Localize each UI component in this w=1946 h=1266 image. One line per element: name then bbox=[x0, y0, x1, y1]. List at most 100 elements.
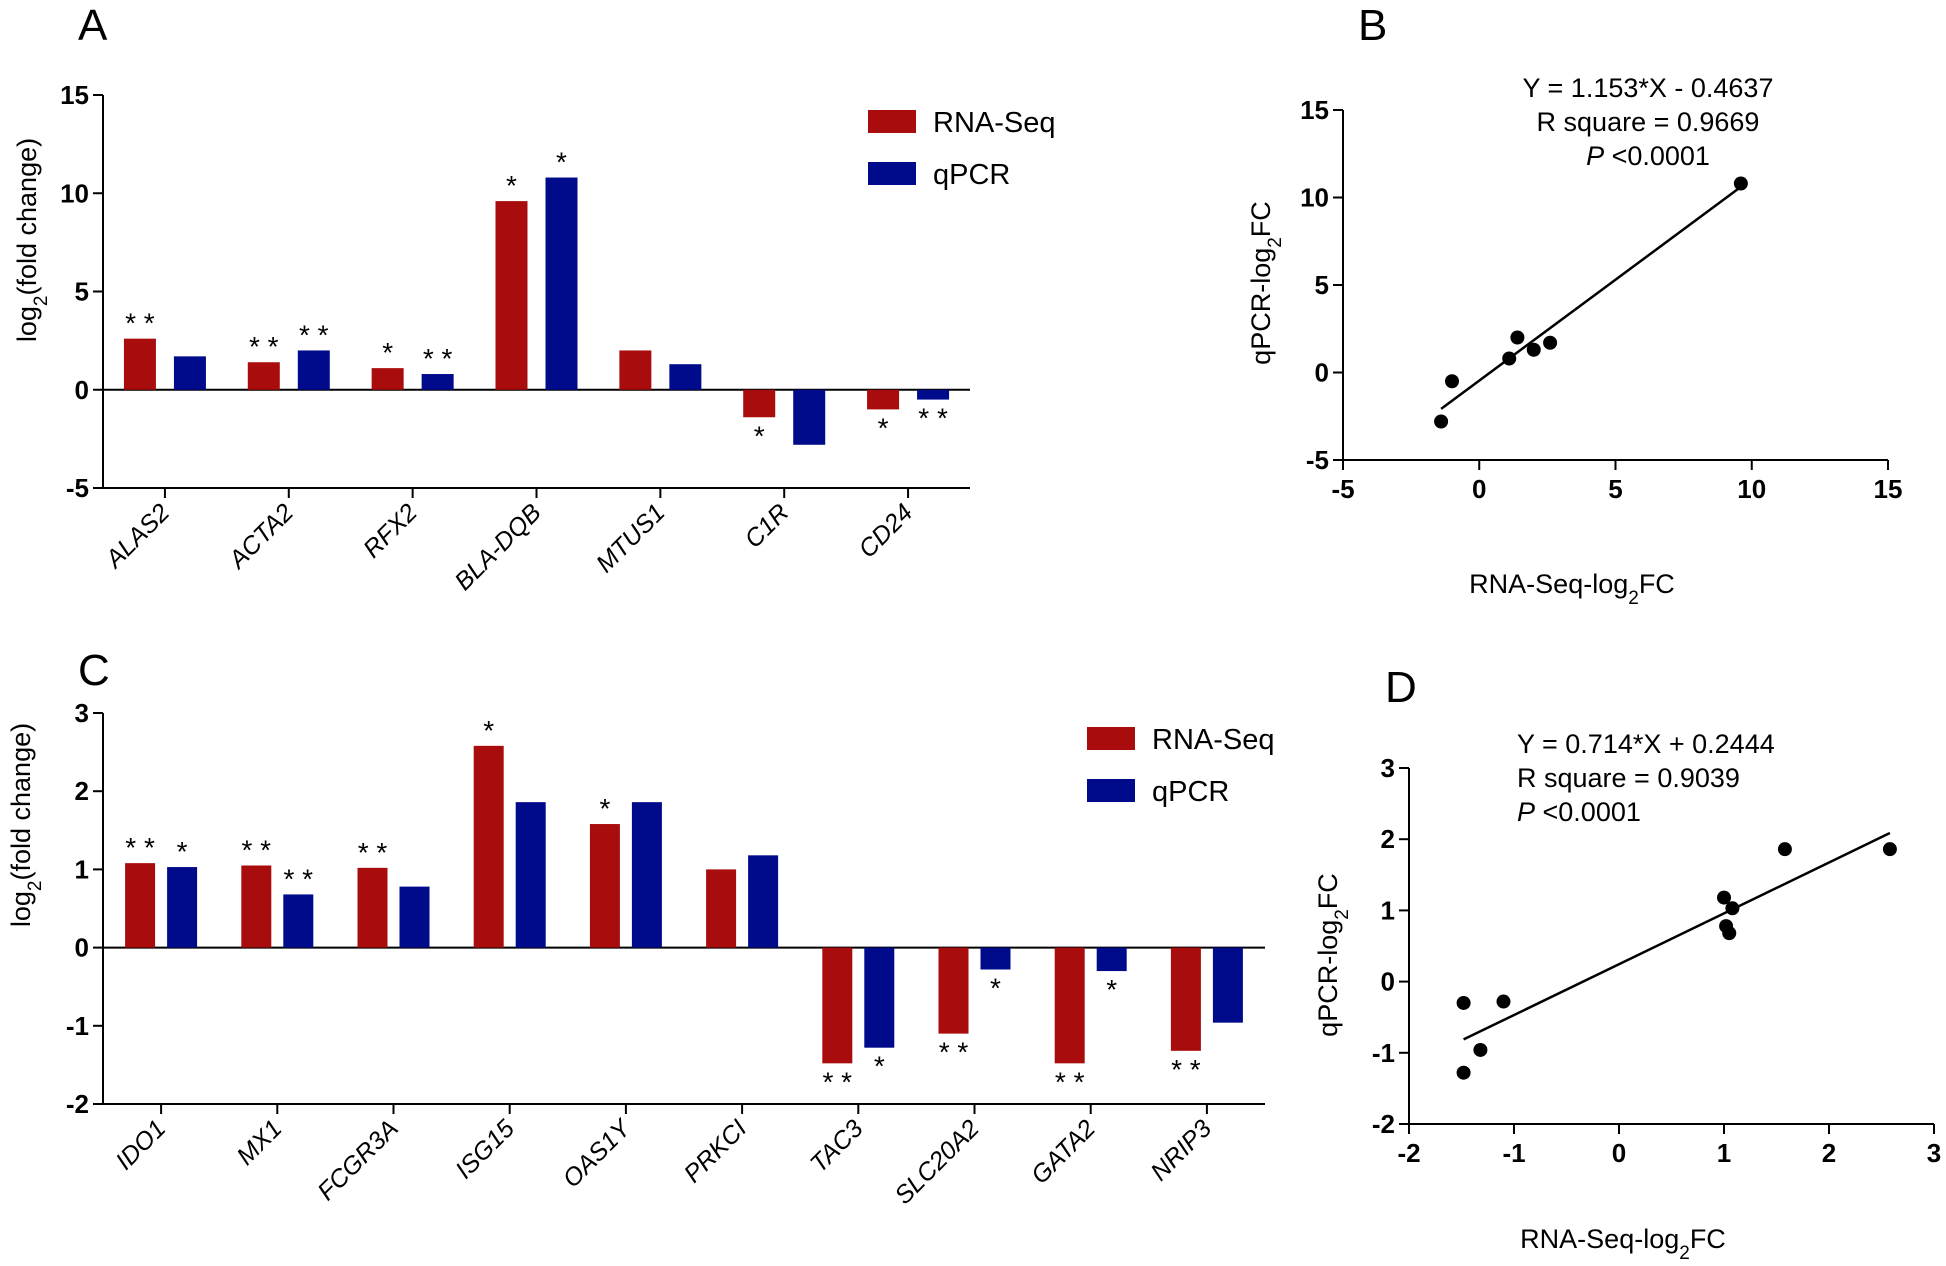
bar-rna-seq-cd24 bbox=[867, 389, 900, 410]
significance-rna-seq-nrip3: * * bbox=[1171, 1054, 1201, 1085]
scatter-point-4 bbox=[1510, 330, 1525, 345]
x-tick-label: -1 bbox=[1502, 1138, 1525, 1168]
x-tick-label: 10 bbox=[1737, 474, 1766, 504]
scatter-point-10 bbox=[1882, 842, 1897, 857]
significance-qpcr-acta2: * * bbox=[299, 319, 329, 350]
y-tick-label: 5 bbox=[1315, 270, 1329, 300]
legend-swatch-rna-seq bbox=[1087, 727, 1135, 750]
panel-a-legend: RNA-Seq qPCR bbox=[868, 107, 1056, 191]
y-tick-label: 0 bbox=[75, 375, 89, 405]
x-tick-label: 3 bbox=[1927, 1138, 1941, 1168]
bar-qpcr-mtus1 bbox=[669, 364, 702, 390]
bar-qpcr-acta2 bbox=[297, 350, 330, 390]
bar-rna-seq-c1r bbox=[743, 389, 776, 418]
bar-rna-seq-mx1 bbox=[241, 865, 272, 948]
bar-rna-seq-alas2 bbox=[123, 338, 156, 390]
panel-c-ylabel: log2(fold change) bbox=[6, 723, 46, 927]
significance-qpcr-gata2: * bbox=[1106, 974, 1117, 1005]
scatter-point-7 bbox=[1722, 926, 1737, 941]
x-tick-label: 1 bbox=[1717, 1138, 1731, 1168]
panel-b: B -5 0 5 10 15 -5 0 5 10 15 Y = 1.153*X - 0.4637 … bbox=[1246, 1, 1902, 609]
panel-a-ylabel: log2(fold change) bbox=[12, 138, 52, 342]
significance-rna-seq-gata2: * * bbox=[1055, 1066, 1085, 1097]
bar-qpcr-slc20a2 bbox=[980, 947, 1011, 970]
panel-b-letter: B bbox=[1358, 1, 1387, 50]
bar-qpcr-bla-dqb bbox=[545, 177, 578, 390]
x-tick-label-bla-dqb: BLA-DQB bbox=[449, 498, 546, 595]
scatter-point-5 bbox=[1526, 342, 1541, 357]
legend-label-qpcr: qPCR bbox=[933, 159, 1010, 191]
x-tick-label-fcgr3a: FCGR3A bbox=[312, 1114, 404, 1206]
bar-qpcr-ido1 bbox=[167, 867, 198, 948]
bar-rna-seq-gata2 bbox=[1054, 947, 1085, 1064]
y-tick-label: 10 bbox=[60, 178, 89, 208]
bar-qpcr-rfx2 bbox=[421, 374, 454, 390]
scatter-point-3 bbox=[1473, 1042, 1488, 1057]
significance-qpcr-slc20a2: * bbox=[990, 972, 1001, 1003]
x-tick-label-alas2: ALAS2 bbox=[99, 498, 175, 574]
panel-a-letter: A bbox=[78, 1, 108, 50]
bar-qpcr-mx1 bbox=[283, 894, 314, 948]
significance-rna-seq-cd24: * bbox=[878, 412, 889, 443]
scatter-point-2 bbox=[1445, 374, 1459, 389]
panel-d-p-value: P <0.0001 bbox=[1517, 797, 1641, 827]
scatter-point-6 bbox=[1543, 335, 1558, 350]
y-tick-label: -1 bbox=[1372, 1038, 1395, 1068]
significance-rna-seq-slc20a2: * * bbox=[939, 1037, 969, 1068]
y-tick-label: 0 bbox=[1315, 358, 1329, 388]
y-tick-label: -2 bbox=[66, 1089, 89, 1119]
panel-c: C -2 -1 0 1 2 3 IDO1 * * * MX1 * * * * FCGR3A * * ISG1… bbox=[6, 646, 1275, 1210]
panel-a-bar-chart: -5 0 5 10 15 ALAS2 * * ACTA2 * * * * RFX2 * * * BLA-D… bbox=[60, 80, 970, 596]
bar-qpcr-alas2 bbox=[173, 356, 206, 390]
significance-rna-seq-c1r: * bbox=[754, 420, 765, 451]
significance-rna-seq-fcgr3a: * * bbox=[358, 837, 388, 868]
x-tick-label-cd24: CD24 bbox=[853, 498, 918, 563]
panel-b-scatter-chart: -5 0 5 10 15 -5 0 5 10 15 bbox=[1300, 95, 1902, 504]
panel-b-annotation: Y = 1.153*X - 0.4637 R square = 0.9669 P… bbox=[1523, 73, 1774, 171]
y-tick-label: 3 bbox=[1381, 753, 1395, 783]
bar-rna-seq-oas1y bbox=[589, 824, 620, 948]
y-tick-label: 0 bbox=[1381, 967, 1395, 997]
legend-swatch-qpcr bbox=[1087, 779, 1135, 802]
panel-b-ylabel: qPCR-log2FC bbox=[1246, 201, 1286, 365]
bar-qpcr-c1r bbox=[793, 389, 826, 445]
panel-d: D -2 -1 0 1 2 3 -2 -1 0 1 2 3 Y = 0.714*X + 0.2444 … bbox=[1313, 663, 1941, 1264]
bar-qpcr-tac3 bbox=[864, 947, 895, 1048]
x-tick-label: 0 bbox=[1472, 474, 1486, 504]
x-tick-label-ido1: IDO1 bbox=[110, 1114, 171, 1175]
bar-qpcr-oas1y bbox=[631, 802, 662, 948]
legend-swatch-rna-seq bbox=[868, 110, 916, 133]
panel-b-xlabel: RNA-Seq-log2FC bbox=[1469, 569, 1675, 609]
scatter-point-9 bbox=[1777, 842, 1792, 857]
bar-qpcr-isg15 bbox=[515, 802, 546, 948]
y-tick-label: -2 bbox=[1372, 1109, 1395, 1139]
y-tick-label: -5 bbox=[66, 473, 89, 503]
x-tick-label-slc20a2: SLC20A2 bbox=[889, 1114, 985, 1210]
significance-rna-seq-ido1: * * bbox=[125, 832, 155, 863]
x-tick-label-tac3: TAC3 bbox=[805, 1114, 869, 1178]
scatter-point-4 bbox=[1496, 994, 1511, 1009]
significance-rna-seq-acta2: * * bbox=[249, 331, 279, 362]
x-tick-label-mx1: MX1 bbox=[231, 1114, 287, 1170]
scatter-point-5 bbox=[1717, 890, 1731, 905]
scatter-point-1 bbox=[1456, 1065, 1471, 1080]
significance-rna-seq-alas2: * * bbox=[125, 308, 155, 339]
y-tick-label: 15 bbox=[60, 80, 89, 110]
x-tick-label-gata2: GATA2 bbox=[1026, 1114, 1101, 1189]
y-tick-label: 5 bbox=[75, 277, 89, 307]
significance-qpcr-cd24: * * bbox=[918, 403, 948, 434]
panel-d-annotation: Y = 0.714*X + 0.2444 R square = 0.9039 P… bbox=[1517, 729, 1775, 827]
x-tick-label-acta2: ACTA2 bbox=[222, 498, 299, 575]
significance-rna-seq-rfx2: * bbox=[382, 337, 393, 368]
bar-rna-seq-fcgr3a bbox=[357, 867, 388, 948]
x-tick-label: 2 bbox=[1822, 1138, 1836, 1168]
y-tick-label: 2 bbox=[75, 776, 89, 806]
y-tick-label: 15 bbox=[1300, 95, 1329, 125]
bar-rna-seq-nrip3 bbox=[1170, 947, 1201, 1051]
regression-line bbox=[1463, 831, 1891, 1041]
panel-d-r-square: R square = 0.9039 bbox=[1517, 763, 1740, 793]
bar-rna-seq-ido1 bbox=[125, 863, 156, 948]
legend-label-rna-seq: RNA-Seq bbox=[1152, 724, 1275, 756]
bar-rna-seq-acta2 bbox=[247, 362, 280, 390]
bar-qpcr-fcgr3a bbox=[399, 886, 430, 948]
